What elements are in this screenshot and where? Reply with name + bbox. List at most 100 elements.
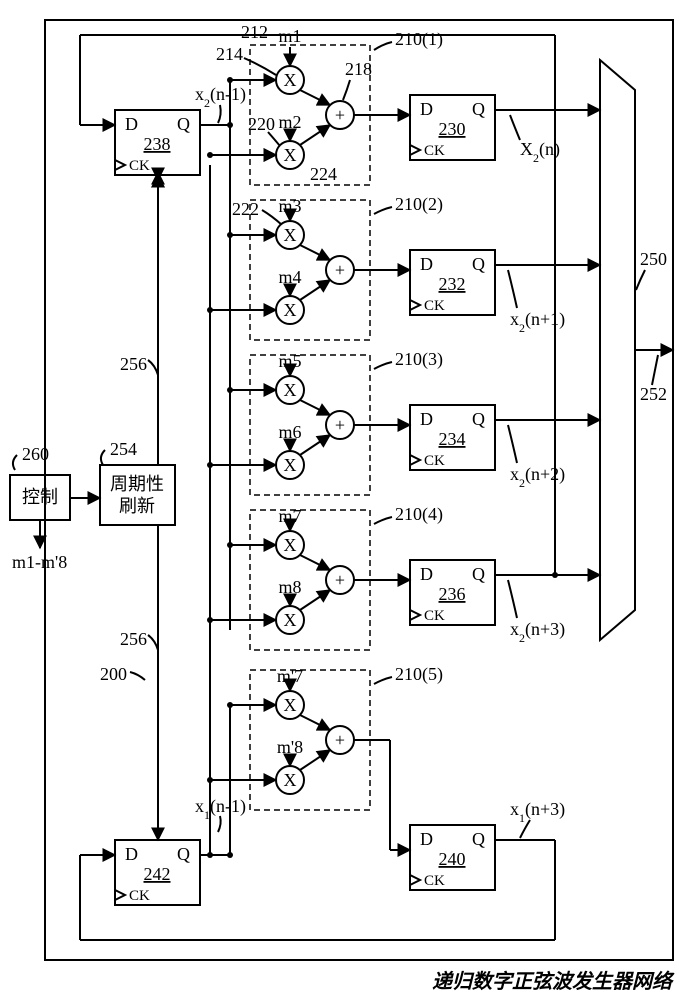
ff234-Q: Q	[472, 409, 485, 429]
s5-mult-bot-sym: X	[284, 770, 297, 790]
ff242-D: D	[125, 844, 138, 864]
ff234-D: D	[420, 409, 433, 429]
leader-214	[244, 58, 276, 75]
s5-m-top: m'7	[277, 666, 303, 686]
s1-214: 214	[216, 44, 243, 64]
s4-mult-top-sym: X	[284, 535, 297, 555]
ff240-Q: Q	[472, 829, 485, 849]
s2-ref: 210(2)	[395, 194, 443, 215]
s1-212: 212	[241, 22, 268, 42]
s4-m-top: m7	[278, 506, 301, 526]
control-out-label: m1-m'8	[12, 552, 67, 572]
s4-m-bot: m8	[278, 577, 301, 597]
ff-234: D Q 234 CK	[410, 405, 495, 470]
ff238-Q: Q	[177, 114, 190, 134]
s4-ref: 210(4)	[395, 504, 443, 525]
ff232-Q: Q	[472, 254, 485, 274]
s3-mult-top-sym: X	[284, 380, 297, 400]
ff230-id: 230	[439, 119, 466, 139]
stage-4: X X + m7 m8	[207, 506, 410, 650]
diagram-title: 递归数字正弦波发生器网络	[432, 970, 675, 993]
s1-ref-leader	[374, 42, 392, 50]
s5-mult-top-sym: X	[284, 695, 297, 715]
s1-mb-add	[300, 125, 330, 145]
node-bot-a	[207, 852, 213, 858]
refresh-ref-text: 254	[110, 439, 137, 459]
s1-add-sym: +	[335, 105, 345, 125]
ff-242: D Q 242 CK	[115, 840, 200, 905]
ff242-CK: CK	[129, 888, 150, 904]
ff-238: D Q 238 CK	[115, 110, 200, 175]
s2-m-bot: m4	[278, 267, 301, 287]
mux	[600, 60, 635, 640]
s1-222: 222	[232, 199, 259, 219]
s2-add-sym: +	[335, 260, 345, 280]
ff242-ck-caret	[115, 890, 125, 900]
leader-200	[130, 672, 145, 680]
ff232-CK: CK	[424, 298, 445, 314]
s1-mult-top-sym: X	[284, 70, 297, 90]
ff232-D: D	[420, 254, 433, 274]
x2n2-lbl: x2(n+2)	[510, 464, 565, 490]
s1-224: 224	[310, 164, 337, 184]
s1-mt-add	[300, 90, 330, 105]
ff238-CK: CK	[129, 158, 150, 174]
ff234-CK: CK	[424, 453, 445, 469]
s1-m-bot: m2	[278, 112, 301, 132]
ff238-id: 238	[144, 134, 171, 154]
ff230-D: D	[420, 99, 433, 119]
ff236-D: D	[420, 564, 433, 584]
ff240-D: D	[420, 829, 433, 849]
s2-m-top: m3	[278, 196, 301, 216]
s3-m-bot: m6	[278, 422, 301, 442]
leader-x1nm1	[218, 816, 221, 832]
ff230-Q: Q	[472, 99, 485, 119]
ff238-ck-caret	[115, 160, 125, 170]
x2n3-lbl: x2(n+3)	[510, 619, 565, 645]
refresh-ref-leader	[101, 450, 105, 465]
s5-m-bot: m'8	[277, 737, 303, 757]
ff240-CK: CK	[424, 873, 445, 889]
ff238-D: D	[125, 114, 138, 134]
s3-mult-bot-sym: X	[284, 455, 297, 475]
s2-mult-bot-sym: X	[284, 300, 297, 320]
ff230-CK: CK	[424, 143, 445, 159]
leader-x2nm1	[218, 105, 221, 123]
s3-ref: 210(3)	[395, 349, 443, 370]
s2-mult-top-sym: X	[284, 225, 297, 245]
s5-ref: 210(5)	[395, 664, 443, 685]
refresh-block: 周期性 刷新	[100, 465, 175, 525]
ff232-id: 232	[439, 274, 466, 294]
s4-add-sym: +	[335, 570, 345, 590]
s3-m-top: m5	[278, 351, 301, 371]
s1-218: 218	[345, 59, 372, 79]
mux-ref: 250	[640, 249, 667, 269]
control-ref-text: 260	[22, 444, 49, 464]
leader-256-b	[148, 635, 158, 650]
ff240-id: 240	[439, 849, 466, 869]
stage-3: X X + m5 m6	[207, 351, 410, 495]
stage-5: X X + m'7 m'8	[207, 666, 410, 858]
x1n3-lbl: x1(n+3)	[510, 799, 565, 825]
ff236-id: 236	[439, 584, 466, 604]
ff242-Q: Q	[177, 844, 190, 864]
ff-232: D Q 232 CK	[410, 250, 495, 315]
ff-236: D Q 236 CK	[410, 560, 495, 625]
ff-240: D Q 240 CK	[410, 825, 495, 890]
control-ref-leader	[13, 455, 17, 470]
s4-mult-bot-sym: X	[284, 610, 297, 630]
s1-220: 220	[248, 114, 275, 134]
leader-218	[343, 80, 350, 100]
s5-add-sym: +	[335, 730, 345, 750]
refresh-label-l2: 刷新	[119, 496, 155, 516]
x2n1-lbl: x2(n+1)	[510, 309, 565, 335]
ff234-id: 234	[439, 429, 466, 449]
ff242-id: 242	[144, 864, 171, 884]
ff236-CK: CK	[424, 608, 445, 624]
ref-200-text: 200	[100, 664, 127, 684]
s1-mult-bot-sym: X	[284, 145, 297, 165]
ref-256-a: 256	[120, 354, 147, 374]
refresh-label-l1: 周期性	[110, 474, 164, 494]
control-label: 控制	[22, 487, 58, 507]
leader-220	[268, 132, 280, 146]
